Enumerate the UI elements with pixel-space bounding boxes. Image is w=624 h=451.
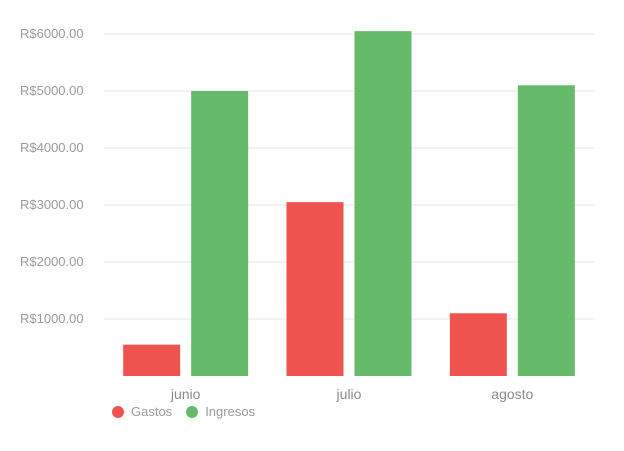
bar-ingresos-julio [354,31,412,377]
x-tick-label: agosto [491,386,533,402]
legend-label-gastos: Gastos [131,404,173,419]
x-axis-ticks: junio julio agosto [170,386,534,402]
y-tick-label: R$1000.00 [20,311,84,326]
bar-ingresos-agosto [517,85,575,377]
bar-gastos-julio [286,202,344,376]
bar-ingresos-junio [191,91,249,376]
bar-gastos-agosto [449,313,507,376]
y-tick-label: R$2000.00 [20,254,84,269]
y-axis-ticks: R$1000.00 R$2000.00 R$3000.00 R$4000.00 R$50… [20,26,84,326]
y-tick-label: R$4000.00 [20,140,84,155]
legend-label-ingresos: Ingresos [205,404,256,419]
legend-swatch-gastos [112,405,124,418]
y-tick-label: R$5000.00 [20,83,84,98]
legend: Gastos Ingresos [112,404,255,419]
legend-item-ingresos[interactable]: Ingresos [186,404,255,419]
grid-lines [104,33,594,320]
x-tick-label: junio [170,386,201,402]
y-tick-label: R$6000.00 [20,26,84,41]
legend-item-gastos[interactable]: Gastos [112,404,172,419]
legend-swatch-ingresos [186,405,199,418]
x-tick-label: julio [336,386,362,402]
bars [123,31,575,377]
bar-gastos-junio [123,344,181,376]
y-tick-label: R$3000.00 [20,197,84,212]
